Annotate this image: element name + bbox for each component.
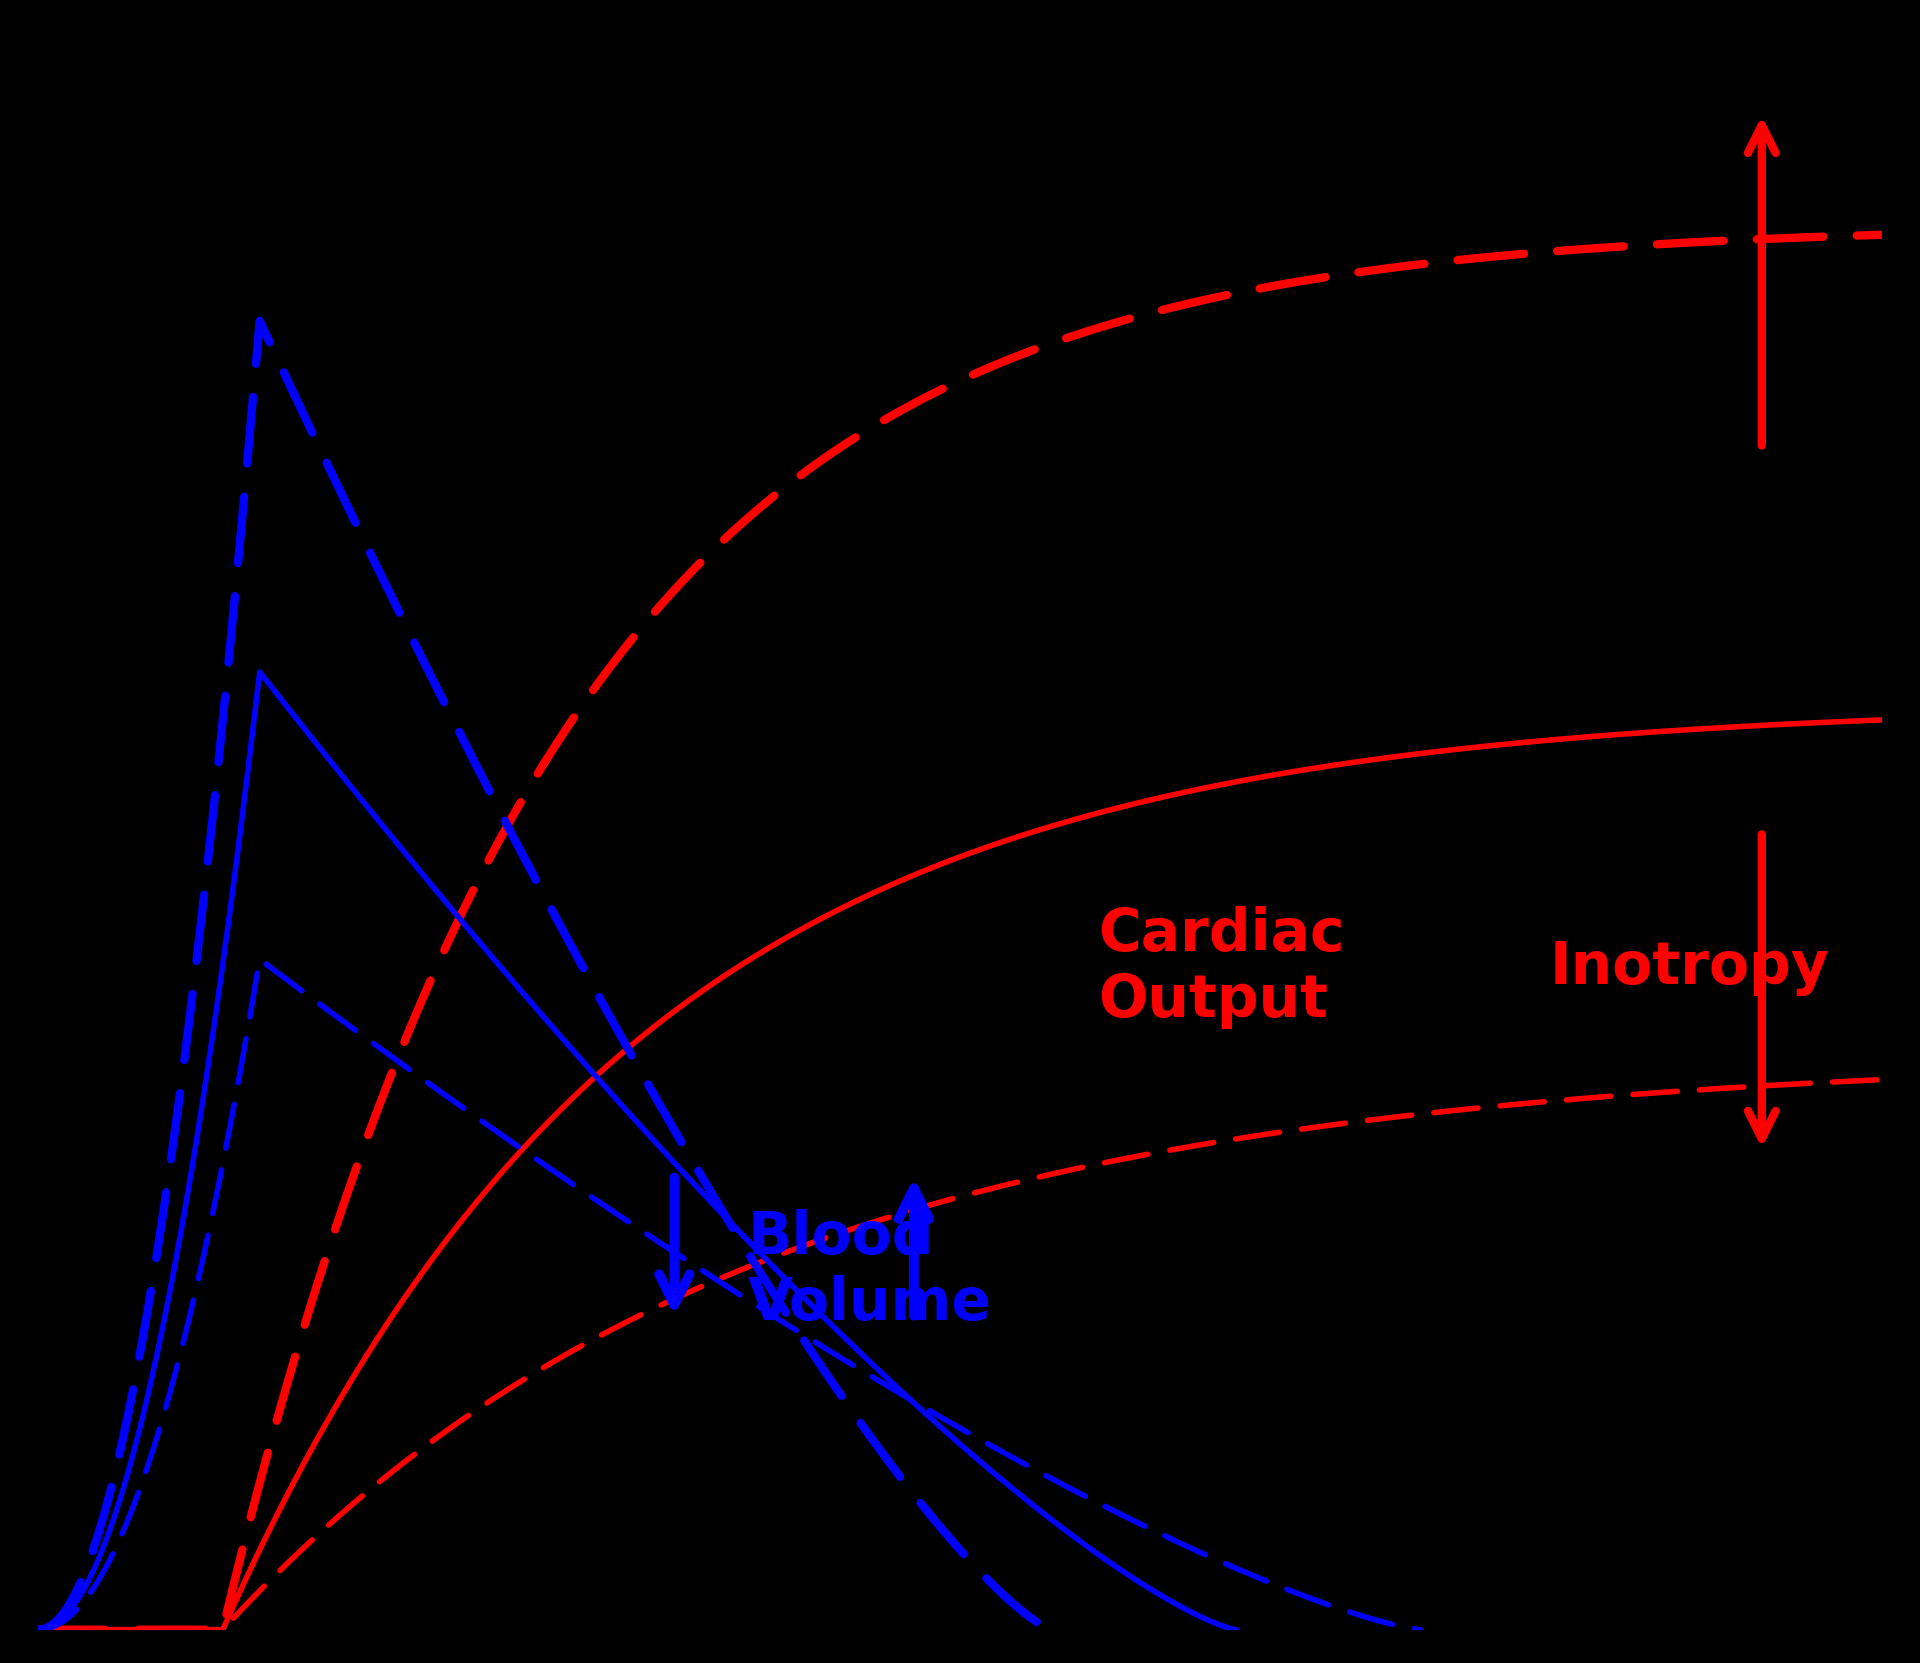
Text: Blood
Volume: Blood Volume: [749, 1209, 993, 1332]
Text: Inotropy: Inotropy: [1549, 938, 1830, 996]
Text: Cardiac
Output: Cardiac Output: [1098, 906, 1344, 1029]
